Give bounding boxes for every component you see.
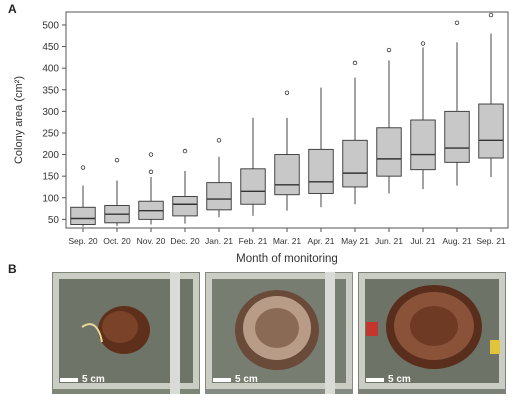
x-tick-label: Jan. 21: [205, 236, 233, 246]
outlier-point: [386, 47, 392, 53]
scale-bar-3: 5 cm: [366, 374, 411, 385]
outlier-point: [80, 165, 86, 170]
y-tick-label: 100: [42, 193, 59, 204]
colony-photo-3-image: [358, 272, 506, 394]
y-tick-label: 400: [42, 64, 59, 75]
box: [342, 139, 368, 188]
x-tick-label: Aug. 21: [442, 236, 472, 246]
colony-photo-1-image: [52, 272, 200, 394]
y-axis-label: Colony area (cm²): [13, 76, 25, 164]
x-tick-label: Feb. 21: [239, 236, 268, 246]
x-tick-label: Dec. 20: [170, 236, 200, 246]
x-tick-label: Nov. 20: [137, 236, 166, 246]
box: [70, 206, 96, 225]
x-axis-label: Month of monitoring: [236, 253, 338, 265]
box: [240, 168, 266, 205]
outlier-point: [148, 152, 154, 157]
scale-label-1: 5 cm: [82, 374, 105, 385]
y-tick-label: 200: [42, 150, 59, 161]
y-tick-label: 250: [42, 128, 59, 139]
box: [274, 154, 300, 196]
colony-photo-3: 5 cm: [358, 272, 506, 394]
box: [376, 127, 402, 177]
box: [444, 110, 470, 163]
colony-photo-2: 5 cm: [205, 272, 353, 394]
panel-label-a: A: [8, 2, 17, 16]
outlier-point: [216, 138, 222, 143]
x-tick-label: Oct. 20: [103, 236, 131, 246]
scale-bar-2: 5 cm: [213, 374, 258, 385]
outlier-point: [182, 148, 188, 154]
x-tick-label: Apr. 21: [308, 236, 335, 246]
x-tick-label: May 21: [341, 236, 369, 246]
outlier-point: [454, 20, 460, 25]
y-tick-label: 350: [42, 85, 59, 96]
box: [478, 103, 504, 159]
colony-photo-2-image: [205, 272, 353, 394]
box: [410, 119, 436, 171]
scale-bar-1: 5 cm: [60, 374, 105, 385]
outlier-point: [352, 60, 358, 66]
x-tick-label: Sep. 20: [68, 236, 98, 246]
y-tick-label: 150: [42, 172, 59, 183]
panel-label-b: B: [8, 262, 17, 276]
outlier-point: [114, 157, 120, 163]
outlier-point: [488, 12, 494, 18]
outlier-point: [284, 90, 290, 95]
scale-label-2: 5 cm: [235, 374, 258, 385]
x-tick-label: Jul. 21: [410, 236, 435, 246]
scale-label-3: 5 cm: [388, 374, 411, 385]
outlier-point: [420, 41, 426, 46]
outlier-point: [148, 169, 154, 175]
box: [206, 182, 232, 211]
boxplot-chart: 50 100 150 200 250 300 350 400 450 500 Sep. 20 Oct.…: [13, 11, 509, 265]
colony-photo-1: 5 cm: [52, 272, 200, 394]
y-tick-label: 50: [48, 215, 60, 226]
y-tick-label: 450: [42, 42, 59, 53]
x-tick-label: Sep. 21: [476, 236, 506, 246]
x-tick-label: Mar. 21: [273, 236, 302, 246]
x-tick-label: Jun. 21: [375, 236, 403, 246]
y-tick-label: 300: [42, 107, 59, 118]
box: [308, 148, 334, 194]
y-tick-label: 500: [42, 20, 59, 31]
box: [172, 196, 198, 217]
